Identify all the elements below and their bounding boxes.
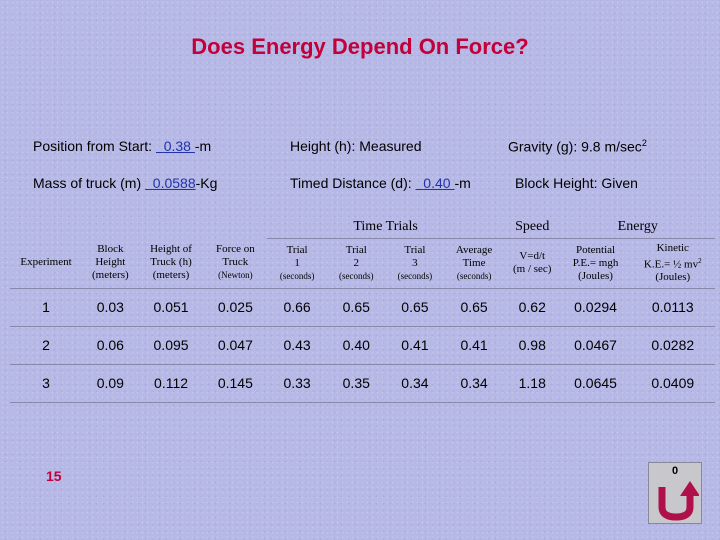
truck-height-header: Height of Truck (h) (meters) [138,238,204,289]
table-cell: 0.03 [82,288,139,327]
table-cell: 2 [10,326,83,365]
height-label: Height (h): Measured [290,138,422,154]
table-cell: 0.0282 [630,326,715,365]
page-title: Does Energy Depend On Force? [191,34,529,59]
table-cell: 1 [10,288,83,327]
trial2-header: Trial 2 (seconds) [326,238,386,289]
trial1-header: Trial 1 (seconds) [267,238,327,289]
trial3-header: Trial 3 (seconds) [385,238,445,289]
return-button[interactable]: 0 [648,462,702,524]
table-cell: 0.095 [138,326,204,365]
energy-header: Energy [560,216,715,239]
group-header-row: Time Trials Speed Energy [10,216,715,239]
kinetic-header: Kinetic K.E.= ½ mv2 (Joules) [630,238,715,289]
column-header-row: Experiment Block Height (meters) Height of… [10,238,715,289]
data-table: Time Trials Speed Energy Experiment Bloc… [10,216,715,403]
table-cell: 0.62 [503,288,561,327]
gravity-exponent: 2 [641,138,647,148]
u-turn-arrow-icon [658,481,699,521]
table-cell: 0.112 [138,364,204,403]
table-cell: 0.0409 [630,364,715,403]
force-header: Force on Truck (Newton) [203,238,268,289]
table-cell: 0.43 [267,326,327,365]
table-cell: 0.41 [385,326,445,365]
table-cell: 0.051 [138,288,204,327]
table-row: 1 0.03 0.051 0.025 0.66 0.65 0.65 0.65 0… [10,288,715,327]
position-info: Position from Start: 0.38 -m [33,138,211,154]
mass-info: Mass of truck (m) 0.0588-Kg [33,175,217,191]
table-cell: 0.025 [203,288,268,327]
table-cell: 0.0113 [630,288,715,327]
mass-unit: -Kg [195,175,218,191]
timed-distance-info: Timed Distance (d): 0.40 -m [290,175,471,191]
table-cell: 0.40 [326,326,386,365]
height-info: Height (h): Measured [290,138,422,154]
average-header: Average Time (seconds) [444,238,504,289]
mass-label: Mass of truck (m) [33,175,142,191]
table-cell: 0.0294 [560,288,631,327]
table-cell: 0.65 [385,288,445,327]
experiment-header: Experiment [10,238,83,289]
speed-formula-header: V=d/t (m / sec) [503,238,561,289]
position-value: 0.38 [163,138,191,154]
time-trials-header: Time Trials [267,216,504,239]
table-cell: 0.06 [82,326,139,365]
table-cell: 3 [10,364,83,403]
table-cell: 0.0467 [560,326,631,365]
table-cell: 0.41 [444,326,504,365]
table-cell: 0.65 [326,288,386,327]
position-label: Position from Start: [33,138,153,154]
timed-distance-unit: -m [454,175,471,191]
table-cell: 0.33 [267,364,327,403]
timed-distance-value: 0.40 [423,175,451,191]
slide-number: 15 [46,468,62,484]
table-row: 2 0.06 0.095 0.047 0.43 0.40 0.41 0.41 0… [10,326,715,365]
mass-value: 0.0588 [152,175,196,191]
table-cell: 0.66 [267,288,327,327]
table-cell: 0.145 [203,364,268,403]
table-cell: 0.0645 [560,364,631,403]
position-unit: -m [194,138,212,154]
block-height-header: Block Height (meters) [82,238,139,289]
table-cell: 0.047 [203,326,268,365]
table-cell: 0.09 [82,364,139,403]
table-cell: 1.18 [503,364,561,403]
speed-header: Speed [503,216,561,239]
table-cell: 0.98 [503,326,561,365]
timed-distance-label: Timed Distance (d): [290,175,412,191]
potential-header: Potential P.E.= mgh (Joules) [560,238,631,289]
block-height-label: Block Height: Given [515,175,638,191]
table-cell: 0.35 [326,364,386,403]
block-height-info: Block Height: Given [515,175,638,191]
table-cell: 0.34 [444,364,504,403]
table-row: 3 0.09 0.112 0.145 0.33 0.35 0.34 0.34 1… [10,364,715,403]
return-button-label: 0 [671,465,679,477]
table-cell: 0.34 [385,364,445,403]
gravity-info: Gravity (g): 9.8 m/sec2 [508,138,647,155]
gravity-label: Gravity (g): 9.8 m/sec [508,138,642,155]
table-cell: 0.65 [444,288,504,327]
